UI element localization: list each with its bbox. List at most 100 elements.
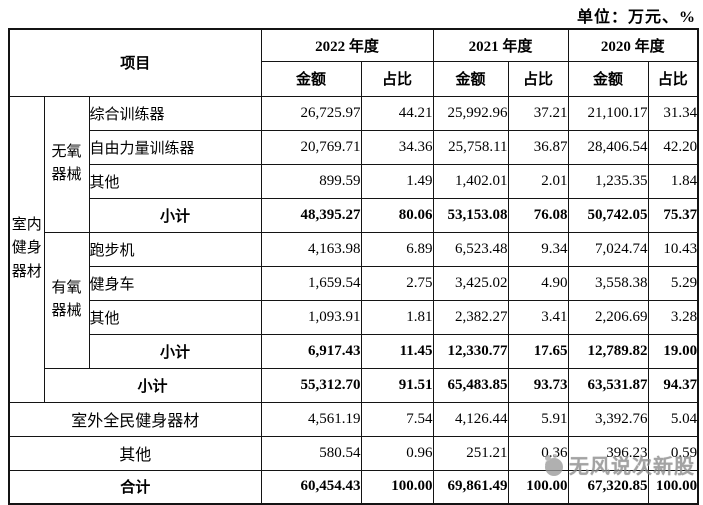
ratio-cell: 31.34 — [647, 95, 699, 131]
table-row-other: 其他 580.54 0.96 251.21 0.36 396.23 0.59 — [8, 435, 699, 471]
item-name-cell: 其他 — [88, 299, 262, 335]
amount-header-2021: 金额 — [432, 60, 509, 97]
ratio-cell: 1.81 — [360, 299, 434, 335]
table-row-treadmill: 有氧器械 跑步机 4,163.98 6.89 6,523.48 9.34 7,0… — [9, 231, 699, 369]
ratio-cell: 37.21 — [507, 95, 569, 131]
subtotal-label-cell: 小计 — [88, 197, 262, 233]
ratio-cell: 76.08 — [507, 197, 569, 233]
table-row-anaerobic-other: 其他 899.59 1.49 1,402.01 2.01 1,235.35 1.… — [9, 163, 699, 199]
ratio-header-2021: 占比 — [507, 60, 569, 97]
group-indoor-label: 室内健身器材 — [11, 217, 42, 280]
subtotal-label-cell: 小计 — [43, 367, 262, 403]
year-header-2022: 2022 年度 — [260, 28, 434, 62]
amount-cell: 2,382.27 — [432, 299, 509, 335]
amount-cell: 2,206.69 — [567, 299, 649, 335]
table-row-anaerobic-subtotal: 小计 48,395.27 80.06 53,153.08 76.08 50,74… — [9, 197, 699, 233]
table-row-indoor-subtotal: 小计 55,312.70 91.51 65,483.85 93.73 63,53… — [9, 367, 699, 403]
group-anaerobic: 无氧器械 — [43, 95, 90, 233]
ratio-cell: 100.00 — [647, 469, 699, 505]
ratio-cell: 94.37 — [647, 367, 699, 403]
table-row-outdoor: 室外全民健身器材 4,561.19 7.54 4,126.44 5.91 3,3… — [8, 401, 699, 437]
amount-cell: 1,659.54 — [260, 265, 362, 301]
ratio-cell: 44.21 — [360, 95, 434, 131]
ratio-cell: 2.75 — [360, 265, 434, 301]
ratio-cell: 75.37 — [647, 197, 699, 233]
ratio-cell: 91.51 — [360, 367, 434, 403]
ratio-cell: 34.36 — [360, 129, 434, 165]
ratio-cell: 100.00 — [507, 469, 569, 505]
amount-cell: 25,758.11 — [432, 129, 509, 165]
amount-cell: 48,395.27 — [260, 197, 362, 233]
ratio-cell: 0.36 — [507, 435, 569, 471]
group-indoor-equipment: 室内健身器材 — [8, 95, 45, 403]
table-row-free-weight-trainer: 自由力量训练器 20,769.71 34.36 25,758.11 36.87 … — [9, 129, 699, 165]
table-row-total: 合计 60,454.43 100.00 69,861.49 100.00 67,… — [8, 469, 699, 505]
total-label-cell: 合计 — [8, 469, 262, 505]
ratio-header-2022: 占比 — [360, 60, 434, 97]
group-anaerobic-label: 无氧器械 — [51, 143, 82, 183]
ratio-cell: 42.20 — [647, 129, 699, 165]
item-name-cell: 自由力量训练器 — [88, 129, 262, 165]
amount-cell: 580.54 — [260, 435, 362, 471]
ratio-cell: 0.96 — [360, 435, 434, 471]
table-row-exercise-bike: 健身车 1,659.54 2.75 3,425.02 4.90 3,558.38… — [9, 265, 699, 301]
item-name-cell: 跑步机 — [88, 231, 262, 267]
unit-label: 单位：万元、% — [576, 9, 696, 26]
amount-cell: 7,024.74 — [567, 231, 649, 267]
amount-cell: 3,558.38 — [567, 265, 649, 301]
group-aerobic: 有氧器械 — [43, 231, 90, 369]
amount-cell: 20,769.71 — [260, 129, 362, 165]
table-row-aerobic-subtotal: 小计 6,917.43 11.45 12,330.77 17.65 12,789… — [9, 333, 699, 369]
amount-cell: 6,917.43 — [260, 333, 362, 369]
item-header: 项目 — [8, 28, 262, 97]
amount-cell: 4,163.98 — [260, 231, 362, 267]
item-name-cell: 其他 — [88, 163, 262, 199]
amount-cell: 3,392.76 — [567, 401, 649, 437]
amount-cell: 60,454.43 — [260, 469, 362, 505]
revenue-breakdown-table: 项目 2022 年度 2021 年度 2020 年度 金额 占比 金额 占比 金… — [8, 28, 700, 505]
ratio-cell: 5.91 — [507, 401, 569, 437]
ratio-cell: 4.90 — [507, 265, 569, 301]
ratio-cell: 1.84 — [647, 163, 699, 199]
amount-cell: 1,402.01 — [432, 163, 509, 199]
amount-cell: 899.59 — [260, 163, 362, 199]
item-name-cell: 健身车 — [88, 265, 262, 301]
amount-cell: 1,093.91 — [260, 299, 362, 335]
year-header-2021: 2021 年度 — [432, 28, 569, 62]
amount-cell: 21,100.17 — [567, 95, 649, 131]
year-header-2020: 2020 年度 — [567, 28, 699, 62]
ratio-cell: 19.00 — [647, 333, 699, 369]
amount-cell: 4,126.44 — [432, 401, 509, 437]
ratio-cell: 1.49 — [360, 163, 434, 199]
item-name-cell: 综合训练器 — [88, 95, 262, 131]
ratio-cell: 2.01 — [507, 163, 569, 199]
amount-cell: 55,312.70 — [260, 367, 362, 403]
subtotal-label-cell: 小计 — [88, 333, 262, 369]
amount-cell: 26,725.97 — [260, 95, 362, 131]
amount-cell: 1,235.35 — [567, 163, 649, 199]
ratio-cell: 3.41 — [507, 299, 569, 335]
header-row-years: 项目 2022 年度 2021 年度 2020 年度 — [8, 28, 699, 97]
amount-header-2022: 金额 — [260, 60, 362, 97]
ratio-cell: 7.54 — [360, 401, 434, 437]
ratio-cell: 5.29 — [647, 265, 699, 301]
amount-cell: 63,531.87 — [567, 367, 649, 403]
ratio-cell: 10.43 — [647, 231, 699, 267]
ratio-cell: 6.89 — [360, 231, 434, 267]
amount-cell: 25,992.96 — [432, 95, 509, 131]
ratio-cell: 36.87 — [507, 129, 569, 165]
amount-cell: 396.23 — [567, 435, 649, 471]
table-row-aerobic-other: 其他 1,093.91 1.81 2,382.27 3.41 2,206.69 … — [9, 299, 699, 335]
item-name-cell: 室外全民健身器材 — [8, 401, 262, 437]
amount-cell: 50,742.05 — [567, 197, 649, 233]
amount-cell: 28,406.54 — [567, 129, 649, 165]
item-name-cell: 其他 — [8, 435, 262, 471]
ratio-cell: 5.04 — [647, 401, 699, 437]
amount-cell: 251.21 — [432, 435, 509, 471]
group-aerobic-label: 有氧器械 — [51, 279, 82, 319]
ratio-cell: 9.34 — [507, 231, 569, 267]
ratio-cell: 3.28 — [647, 299, 699, 335]
amount-cell: 12,789.82 — [567, 333, 649, 369]
ratio-cell: 93.73 — [507, 367, 569, 403]
